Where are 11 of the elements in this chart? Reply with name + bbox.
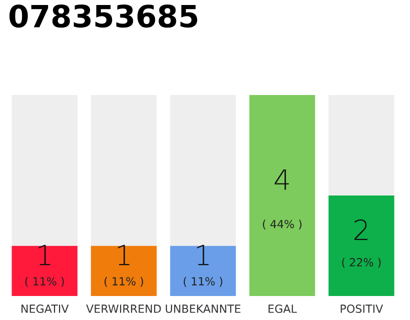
data-label: 1 ( 11% ) xyxy=(104,244,144,287)
x-tick-label: VERWIRREND xyxy=(86,304,161,313)
data-label: 1 ( 11% ) xyxy=(184,244,222,287)
x-tick-label: UNBEKANNTE xyxy=(166,304,240,313)
x-tick-label: POSITIV xyxy=(340,304,384,313)
data-label: 4 ( 44% ) xyxy=(262,169,302,230)
data-label: 1 ( 11% ) xyxy=(25,244,64,287)
chart-title: 078353685 xyxy=(9,4,198,28)
x-tick-label: EGAL xyxy=(268,304,297,313)
x-tick-label: NEGATIV xyxy=(22,304,69,313)
data-label: 2 ( 22% ) xyxy=(342,219,381,268)
